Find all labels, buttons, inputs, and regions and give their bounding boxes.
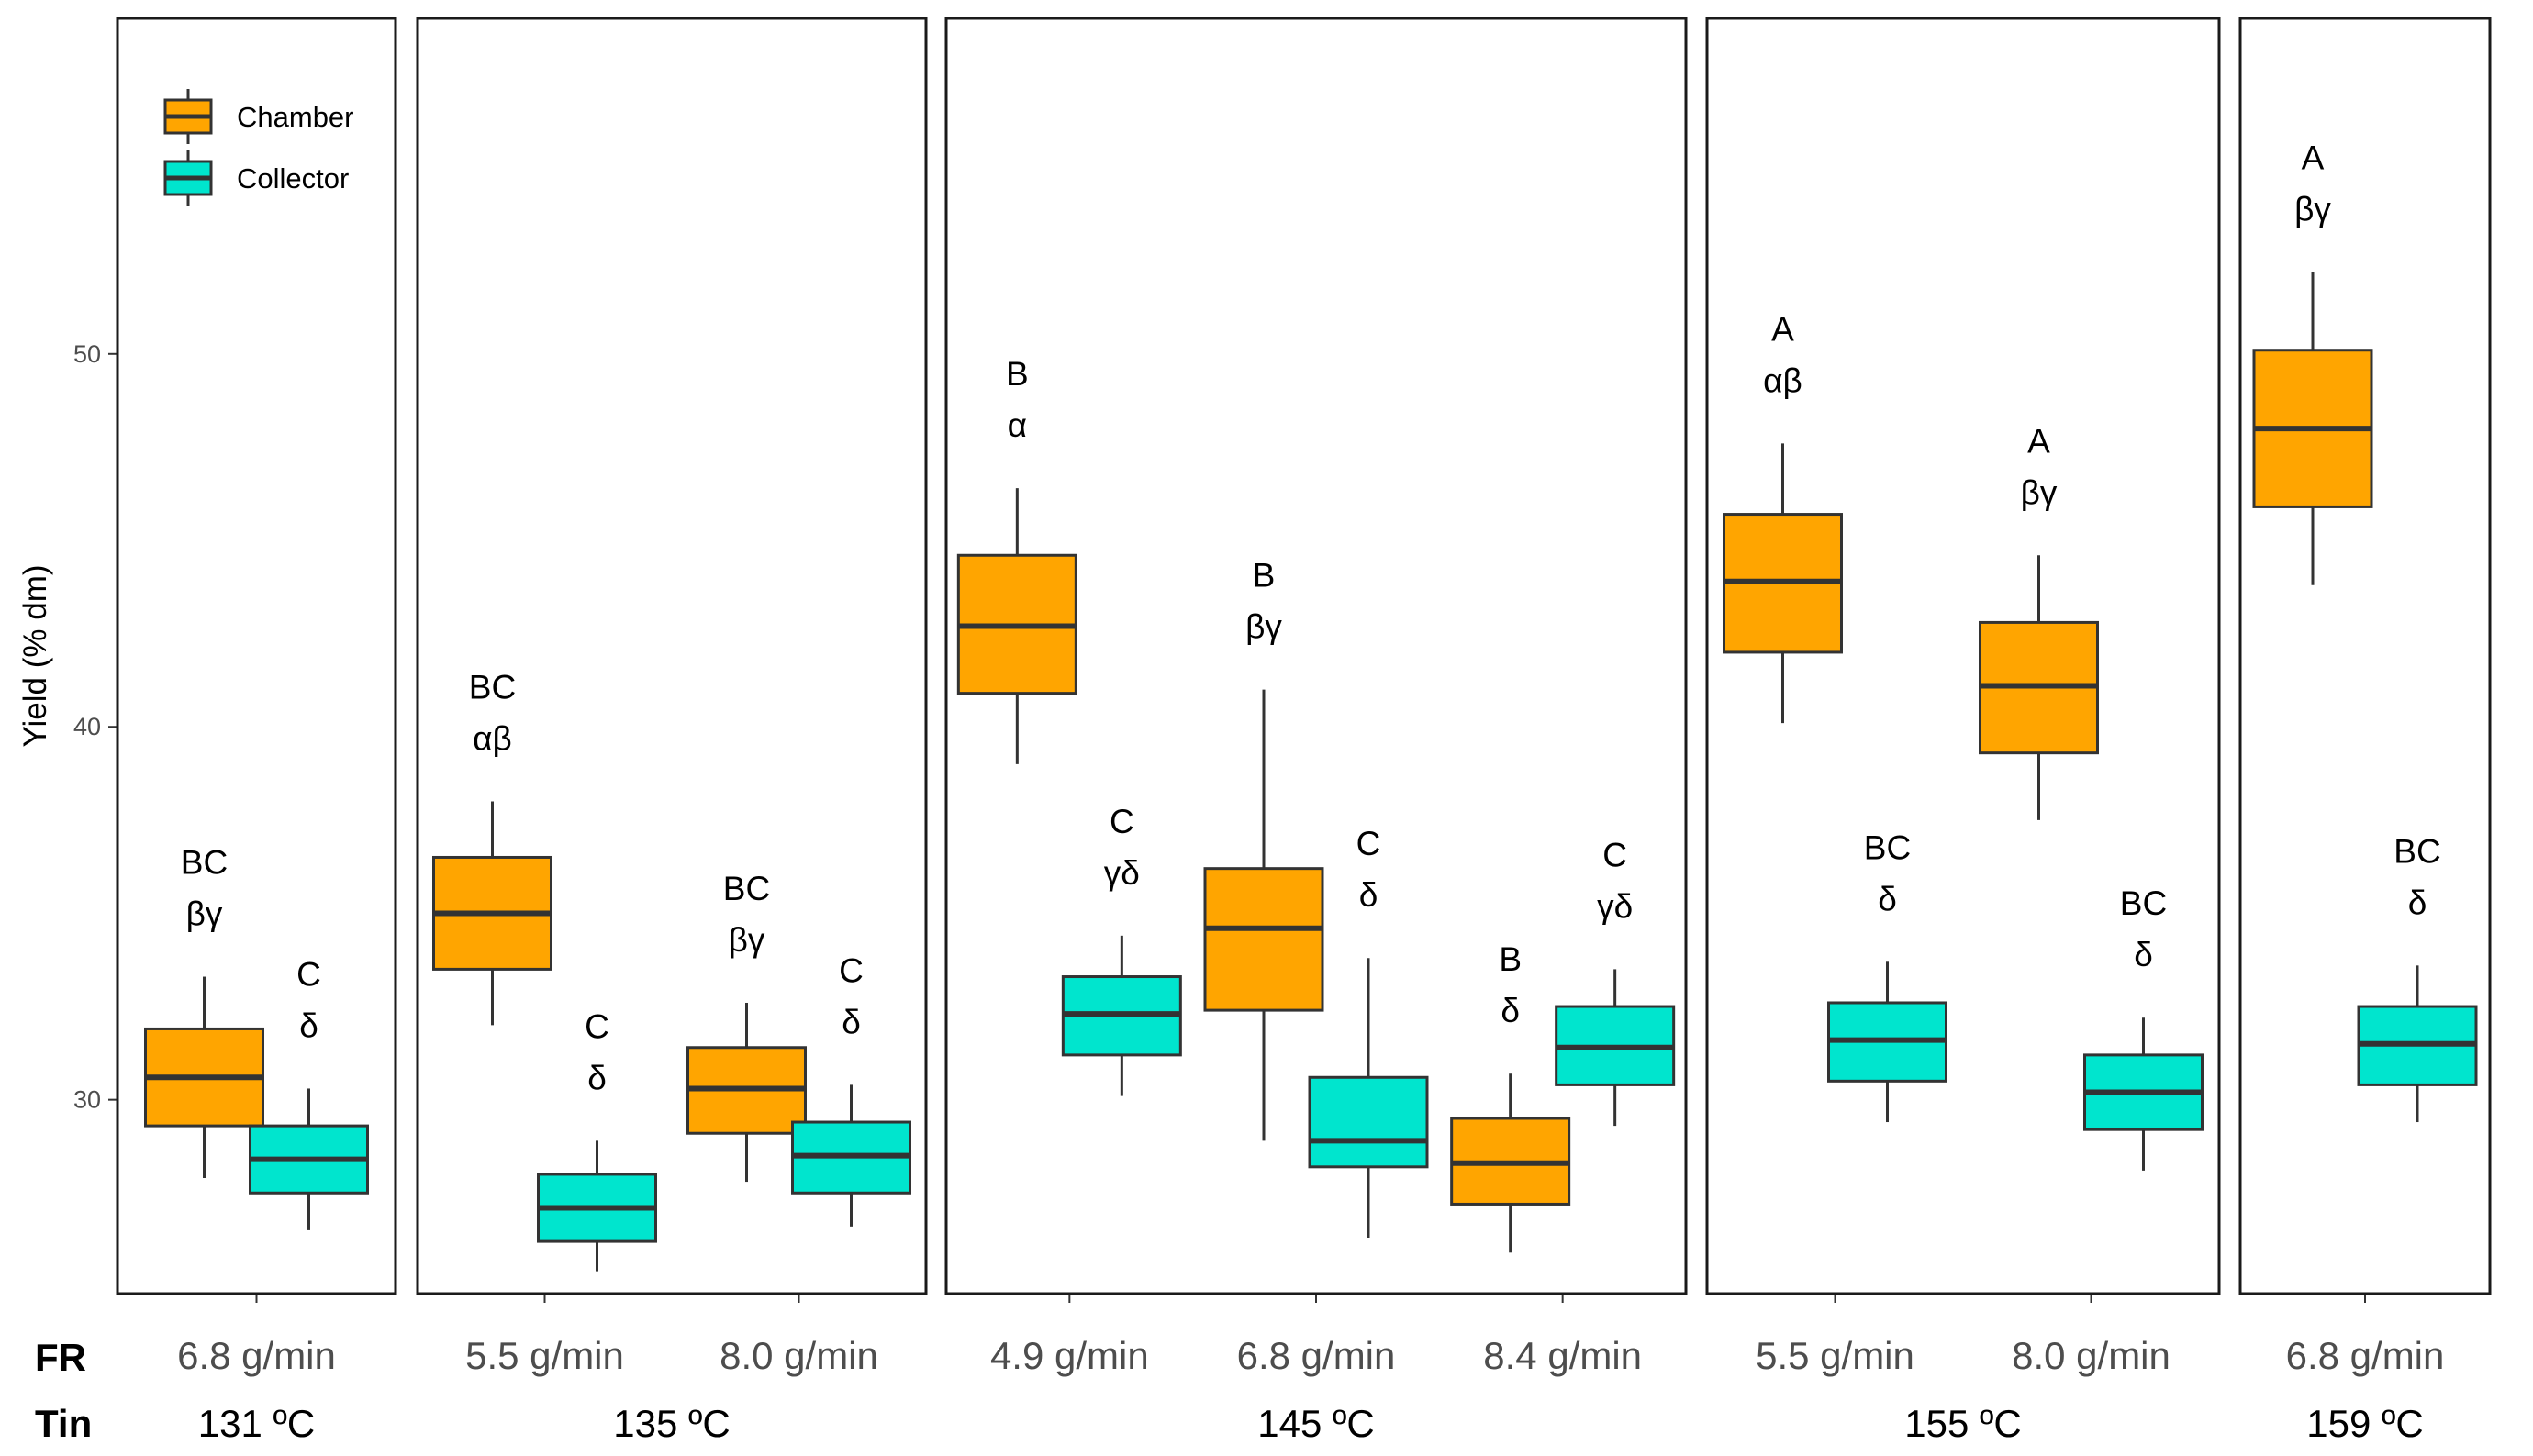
chamber-letter-lower: βγ (2021, 473, 2058, 511)
y-tick-label: 50 (73, 340, 101, 368)
fr-tick-label: 8.0 g/min (720, 1334, 878, 1377)
collector-letter-lower: δ (299, 1006, 318, 1044)
collector-letter-upper: BC (2120, 884, 2167, 922)
fr-tick-label: 8.0 g/min (2012, 1334, 2170, 1377)
collector-letter-lower: δ (1359, 876, 1378, 914)
panel-border (416, 17, 928, 1295)
chamber-letter-lower: βγ (1245, 608, 1282, 646)
chamber-letter-upper: B (1006, 355, 1029, 393)
collector-letter-lower: δ (842, 1003, 861, 1040)
y-tick-label: 30 (73, 1086, 101, 1114)
collector-letter-lower: γδ (1597, 887, 1633, 925)
panel-border (1705, 17, 2221, 1295)
collector-letter-upper: C (1602, 836, 1627, 873)
fr-tick-label: 8.4 g/min (1483, 1334, 1642, 1377)
chamber-letter-upper: BC (469, 669, 516, 706)
collector-letter-lower: δ (587, 1059, 607, 1096)
collector-legend-label: Collector (237, 162, 349, 195)
chamber-letter-lower: βγ (729, 921, 765, 959)
chamber-letter-lower: α (1008, 406, 1027, 444)
tin-label: 155 ºC (1904, 1402, 2021, 1445)
chamber-letter-lower: βγ (2294, 190, 2331, 228)
fr-tick-label: 6.8 g/min (2286, 1334, 2445, 1377)
chamber-letter-upper: A (2302, 139, 2325, 176)
collector-letter-upper: C (1356, 825, 1381, 862)
panel-border (116, 17, 397, 1295)
chamber-legend-label: Chamber (237, 101, 354, 133)
collector-letter-upper: C (585, 1007, 609, 1045)
chamber-letter-upper: BC (181, 844, 228, 882)
chamber-letter-upper: B (1253, 557, 1276, 595)
y-tick-label: 40 (73, 713, 101, 740)
fr-tick-label: 4.9 g/min (990, 1334, 1149, 1377)
tin-label: 145 ºC (1257, 1402, 1374, 1445)
collector-letter-upper: C (839, 951, 864, 989)
collector-letter-lower: γδ (1104, 854, 1140, 892)
panel-border (944, 17, 1688, 1295)
chamber-letter-upper: BC (723, 870, 770, 907)
collector-letter-lower: δ (2134, 936, 2153, 973)
fr-tick-label: 6.8 g/min (177, 1334, 336, 1377)
collector-letter-upper: C (1110, 803, 1134, 840)
tin-row-label: Tin (35, 1402, 92, 1445)
fr-tick-label: 5.5 g/min (1756, 1334, 1914, 1377)
collector-letter-upper: BC (1864, 828, 1911, 866)
chamber-letter-upper: B (1499, 940, 1522, 978)
collector-letter-lower: δ (1878, 880, 1897, 917)
collector-letter-upper: C (296, 955, 321, 993)
chamber-letter-upper: A (2027, 422, 2050, 460)
chamber-letter-lower: αβ (473, 720, 512, 758)
tin-label: 131 ºC (198, 1402, 315, 1445)
fr-tick-label: 5.5 g/min (465, 1334, 624, 1377)
tin-label: 135 ºC (613, 1402, 730, 1445)
chamber-letter-lower: δ (1501, 992, 1520, 1029)
collector-box (1308, 1075, 1429, 1169)
chamber-letter-lower: βγ (186, 895, 223, 933)
fr-tick-label: 6.8 g/min (1237, 1334, 1396, 1377)
chamber-box (1203, 867, 1324, 1012)
collector-letter-lower: δ (2408, 884, 2427, 921)
chamber-letter-lower: αβ (1763, 361, 1802, 399)
panel-border (2238, 17, 2492, 1295)
y-axis-title: Yield (% dm) (17, 564, 53, 747)
chamber-letter-upper: A (1771, 310, 1794, 348)
tin-label: 159 ºC (2306, 1402, 2423, 1445)
fr-row-label: FR (35, 1336, 86, 1379)
collector-letter-upper: BC (2394, 832, 2440, 870)
